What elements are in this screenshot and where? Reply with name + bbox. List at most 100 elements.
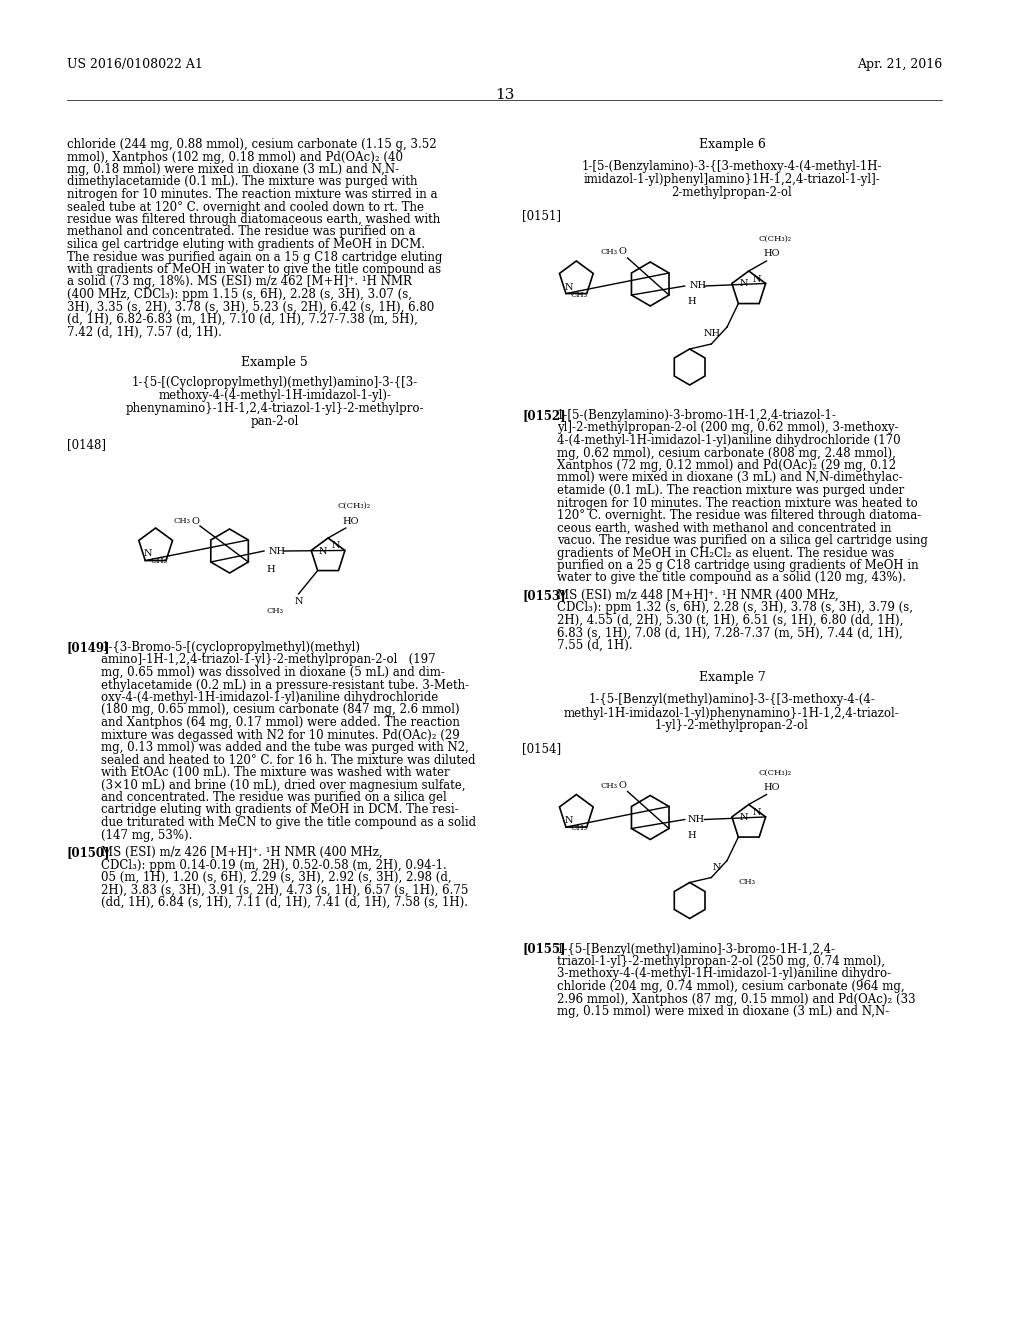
Text: H: H bbox=[688, 297, 696, 306]
Text: NH: NH bbox=[688, 814, 705, 824]
Text: N: N bbox=[294, 597, 303, 606]
Text: US 2016/0108022 A1: US 2016/0108022 A1 bbox=[67, 58, 203, 71]
Text: MS (ESI) m/z 448 [M+H]⁺. ¹H NMR (400 MHz,: MS (ESI) m/z 448 [M+H]⁺. ¹H NMR (400 MHz… bbox=[557, 589, 839, 602]
Text: nitrogen for 10 minutes. The reaction mixture was stirred in a: nitrogen for 10 minutes. The reaction mi… bbox=[67, 187, 437, 201]
Text: ethylacetamide (0.2 mL) in a pressure-resistant tube. 3-Meth-: ethylacetamide (0.2 mL) in a pressure-re… bbox=[101, 678, 470, 692]
Text: methoxy-4-(4-methyl-1H-imidazol-1-yl)-: methoxy-4-(4-methyl-1H-imidazol-1-yl)- bbox=[159, 389, 391, 403]
Text: [0153]: [0153] bbox=[522, 589, 566, 602]
Text: methyl-1H-imidazol-1-yl)phenynamino}-1H-1,2,4-triazol-: methyl-1H-imidazol-1-yl)phenynamino}-1H-… bbox=[564, 706, 900, 719]
Text: mg, 0.62 mmol), cesium carbonate (808 mg, 2.48 mmol),: mg, 0.62 mmol), cesium carbonate (808 mg… bbox=[557, 446, 896, 459]
Text: N: N bbox=[713, 863, 721, 873]
Text: and Xantphos (64 mg, 0.17 mmol) were added. The reaction: and Xantphos (64 mg, 0.17 mmol) were add… bbox=[101, 715, 461, 729]
Text: 120° C. overnight. The residue was filtered through diatoma-: 120° C. overnight. The residue was filte… bbox=[557, 510, 921, 521]
Text: sealed tube at 120° C. overnight and cooled down to rt. The: sealed tube at 120° C. overnight and coo… bbox=[67, 201, 424, 214]
Text: 1-yl}-2-methylpropan-2-ol: 1-yl}-2-methylpropan-2-ol bbox=[655, 719, 809, 733]
Text: CDCl₃): ppm 1.32 (s, 6H), 2.28 (s, 3H), 3.78 (s, 3H), 3.79 (s,: CDCl₃): ppm 1.32 (s, 6H), 2.28 (s, 3H), … bbox=[557, 602, 912, 615]
Text: residue was filtered through diatomaceous earth, washed with: residue was filtered through diatomaceou… bbox=[67, 213, 440, 226]
Text: [0151]: [0151] bbox=[522, 209, 561, 222]
Text: vacuo. The residue was purified on a silica gel cartridge using: vacuo. The residue was purified on a sil… bbox=[557, 535, 928, 546]
Text: purified on a 25 g C18 cartridge using gradients of MeOH in: purified on a 25 g C18 cartridge using g… bbox=[557, 558, 919, 572]
Text: nitrogen for 10 minutes. The reaction mixture was heated to: nitrogen for 10 minutes. The reaction mi… bbox=[557, 496, 918, 510]
Text: mg, 0.65 mmol) was dissolved in dioxane (5 mL) and dim-: mg, 0.65 mmol) was dissolved in dioxane … bbox=[101, 667, 445, 678]
Text: C(CH₃)₂: C(CH₃)₂ bbox=[759, 768, 792, 776]
Text: water to give the title compound as a solid (120 mg, 43%).: water to give the title compound as a so… bbox=[557, 572, 905, 585]
Text: (dd, 1H), 6.84 (s, 1H), 7.11 (d, 1H), 7.41 (d, 1H), 7.58 (s, 1H).: (dd, 1H), 6.84 (s, 1H), 7.11 (d, 1H), 7.… bbox=[101, 896, 468, 909]
Text: N: N bbox=[564, 816, 572, 825]
Text: Xantphos (72 mg, 0.12 mmol) and Pd(OAc)₂ (29 mg, 0.12: Xantphos (72 mg, 0.12 mmol) and Pd(OAc)₂… bbox=[557, 459, 896, 473]
Text: H: H bbox=[688, 832, 696, 840]
Text: 7.42 (d, 1H), 7.57 (d, 1H).: 7.42 (d, 1H), 7.57 (d, 1H). bbox=[67, 326, 222, 338]
Text: mmol), Xantphos (102 mg, 0.18 mmol) and Pd(OAc)₂ (40: mmol), Xantphos (102 mg, 0.18 mmol) and … bbox=[67, 150, 403, 164]
Text: pan-2-ol: pan-2-ol bbox=[251, 414, 299, 428]
Text: mixture was degassed with N2 for 10 minutes. Pd(OAc)₂ (29: mixture was degassed with N2 for 10 minu… bbox=[101, 729, 460, 742]
Text: HO: HO bbox=[764, 783, 780, 792]
Text: mg, 0.15 mmol) were mixed in dioxane (3 mL) and N,N-: mg, 0.15 mmol) were mixed in dioxane (3 … bbox=[557, 1005, 889, 1018]
Text: 2H), 4.55 (d, 2H), 5.30 (t, 1H), 6.51 (s, 1H), 6.80 (dd, 1H),: 2H), 4.55 (d, 2H), 5.30 (t, 1H), 6.51 (s… bbox=[557, 614, 903, 627]
Text: due triturated with MeCN to give the title compound as a solid: due triturated with MeCN to give the tit… bbox=[101, 816, 476, 829]
Text: CH₃: CH₃ bbox=[151, 557, 167, 565]
Text: Apr. 21, 2016: Apr. 21, 2016 bbox=[857, 58, 942, 71]
Text: N: N bbox=[564, 282, 572, 292]
Text: 4-(4-methyl-1H-imidazol-1-yl)aniline dihydrochloride (170: 4-(4-methyl-1H-imidazol-1-yl)aniline dih… bbox=[557, 434, 900, 447]
Text: O: O bbox=[618, 248, 627, 256]
Text: CDCl₃): ppm 0.14-0.19 (m, 2H), 0.52-0.58 (m, 2H), 0.94-1.: CDCl₃): ppm 0.14-0.19 (m, 2H), 0.52-0.58… bbox=[101, 858, 447, 871]
Text: mg, 0.18 mmol) were mixed in dioxane (3 mL) and N,N-: mg, 0.18 mmol) were mixed in dioxane (3 … bbox=[67, 162, 399, 176]
Text: HO: HO bbox=[764, 249, 780, 259]
Text: amino]-1H-1,2,4-triazol-1-yl}-2-methylpropan-2-ol   (197: amino]-1H-1,2,4-triazol-1-yl}-2-methylpr… bbox=[101, 653, 436, 667]
Text: O: O bbox=[191, 516, 199, 525]
Text: etamide (0.1 mL). The reaction mixture was purged under: etamide (0.1 mL). The reaction mixture w… bbox=[557, 484, 904, 498]
Text: N: N bbox=[753, 808, 761, 817]
Text: 6.83 (s, 1H), 7.08 (d, 1H), 7.28-7.37 (m, 5H), 7.44 (d, 1H),: 6.83 (s, 1H), 7.08 (d, 1H), 7.28-7.37 (m… bbox=[557, 627, 902, 639]
Text: N: N bbox=[753, 275, 761, 284]
Text: (400 MHz, CDCl₃): ppm 1.15 (s, 6H), 2.28 (s, 3H), 3.07 (s,: (400 MHz, CDCl₃): ppm 1.15 (s, 6H), 2.28… bbox=[67, 288, 412, 301]
Text: a solid (73 mg, 18%). MS (ESI) m/z 462 [M+H]⁺. ¹H NMR: a solid (73 mg, 18%). MS (ESI) m/z 462 [… bbox=[67, 276, 412, 289]
Text: mg, 0.13 mmol) was added and the tube was purged with N2,: mg, 0.13 mmol) was added and the tube wa… bbox=[101, 741, 469, 754]
Text: NH: NH bbox=[269, 546, 286, 556]
Text: N: N bbox=[739, 280, 749, 289]
Text: Example 6: Example 6 bbox=[698, 139, 766, 150]
Text: 13: 13 bbox=[495, 88, 514, 102]
Text: dimethylacetamide (0.1 mL). The mixture was purged with: dimethylacetamide (0.1 mL). The mixture … bbox=[67, 176, 418, 189]
Text: NH: NH bbox=[705, 330, 721, 338]
Text: chloride (204 mg, 0.74 mmol), cesium carbonate (964 mg,: chloride (204 mg, 0.74 mmol), cesium car… bbox=[557, 979, 904, 993]
Text: 2-methylpropan-2-ol: 2-methylpropan-2-ol bbox=[672, 186, 793, 199]
Text: The residue was purified again on a 15 g C18 cartridge eluting: The residue was purified again on a 15 g… bbox=[67, 251, 442, 264]
Text: 3H), 3.35 (s, 2H), 3.78 (s, 3H), 5.23 (s, 2H), 6.42 (s, 1H), 6.80: 3H), 3.35 (s, 2H), 3.78 (s, 3H), 5.23 (s… bbox=[67, 301, 434, 314]
Text: [0148]: [0148] bbox=[67, 438, 106, 451]
Text: 1-{3-Bromo-5-[(cyclopropylmethyl)(methyl): 1-{3-Bromo-5-[(cyclopropylmethyl)(methyl… bbox=[101, 642, 360, 653]
Text: (147 mg, 53%).: (147 mg, 53%). bbox=[101, 829, 193, 842]
Text: NH: NH bbox=[689, 281, 707, 290]
Text: H: H bbox=[266, 565, 274, 573]
Text: CH₃: CH₃ bbox=[739, 879, 756, 887]
Text: CH₃: CH₃ bbox=[570, 290, 588, 300]
Text: CH₃: CH₃ bbox=[600, 248, 617, 256]
Text: sealed and heated to 120° C. for 16 h. The mixture was diluted: sealed and heated to 120° C. for 16 h. T… bbox=[101, 754, 476, 767]
Text: N: N bbox=[332, 541, 340, 550]
Text: 1-[5-(Benzylamino)-3-{[3-methoxy-4-(4-methyl-1H-: 1-[5-(Benzylamino)-3-{[3-methoxy-4-(4-me… bbox=[582, 160, 883, 173]
Text: methanol and concentrated. The residue was purified on a: methanol and concentrated. The residue w… bbox=[67, 226, 416, 239]
Text: [0154]: [0154] bbox=[522, 742, 561, 755]
Text: (3×10 mL) and brine (10 mL), dried over magnesium sulfate,: (3×10 mL) and brine (10 mL), dried over … bbox=[101, 779, 466, 792]
Text: HO: HO bbox=[343, 516, 359, 525]
Text: (d, 1H), 6.82-6.83 (m, 1H), 7.10 (d, 1H), 7.27-7.38 (m, 5H),: (d, 1H), 6.82-6.83 (m, 1H), 7.10 (d, 1H)… bbox=[67, 313, 418, 326]
Text: cartridge eluting with gradients of MeOH in DCM. The resi-: cartridge eluting with gradients of MeOH… bbox=[101, 804, 459, 817]
Text: 2.96 mmol), Xantphos (87 mg, 0.15 mmol) and Pd(OAc)₂ (33: 2.96 mmol), Xantphos (87 mg, 0.15 mmol) … bbox=[557, 993, 915, 1006]
Text: CH₃: CH₃ bbox=[600, 781, 617, 789]
Text: N: N bbox=[739, 813, 749, 822]
Text: with gradients of MeOH in water to give the title compound as: with gradients of MeOH in water to give … bbox=[67, 263, 441, 276]
Text: 1-{5-[Benzyl(methyl)amino]-3-{[3-methoxy-4-(4-: 1-{5-[Benzyl(methyl)amino]-3-{[3-methoxy… bbox=[589, 693, 876, 706]
Text: O: O bbox=[618, 781, 627, 789]
Text: CH₃: CH₃ bbox=[570, 825, 588, 833]
Text: 7.55 (d, 1H).: 7.55 (d, 1H). bbox=[557, 639, 632, 652]
Text: [0149]: [0149] bbox=[67, 642, 111, 653]
Text: yl]-2-methylpropan-2-ol (200 mg, 0.62 mmol), 3-methoxy-: yl]-2-methylpropan-2-ol (200 mg, 0.62 mm… bbox=[557, 421, 898, 434]
Text: CH₃: CH₃ bbox=[266, 607, 284, 615]
Text: and concentrated. The residue was purified on a silica gel: and concentrated. The residue was purifi… bbox=[101, 791, 447, 804]
Text: MS (ESI) m/z 426 [M+H]⁺. ¹H NMR (400 MHz,: MS (ESI) m/z 426 [M+H]⁺. ¹H NMR (400 MHz… bbox=[101, 846, 383, 859]
Text: CH₃: CH₃ bbox=[174, 517, 190, 525]
Text: 2H), 3.83 (s, 3H), 3.91 (s, 2H), 4.73 (s, 1H), 6.57 (s, 1H), 6.75: 2H), 3.83 (s, 3H), 3.91 (s, 2H), 4.73 (s… bbox=[101, 883, 469, 896]
Text: Example 5: Example 5 bbox=[242, 356, 308, 370]
Text: Example 7: Example 7 bbox=[698, 672, 765, 685]
Text: triazol-1-yl}-2-methylpropan-2-ol (250 mg, 0.74 mmol),: triazol-1-yl}-2-methylpropan-2-ol (250 m… bbox=[557, 954, 885, 968]
Text: ceous earth, washed with methanol and concentrated in: ceous earth, washed with methanol and co… bbox=[557, 521, 891, 535]
